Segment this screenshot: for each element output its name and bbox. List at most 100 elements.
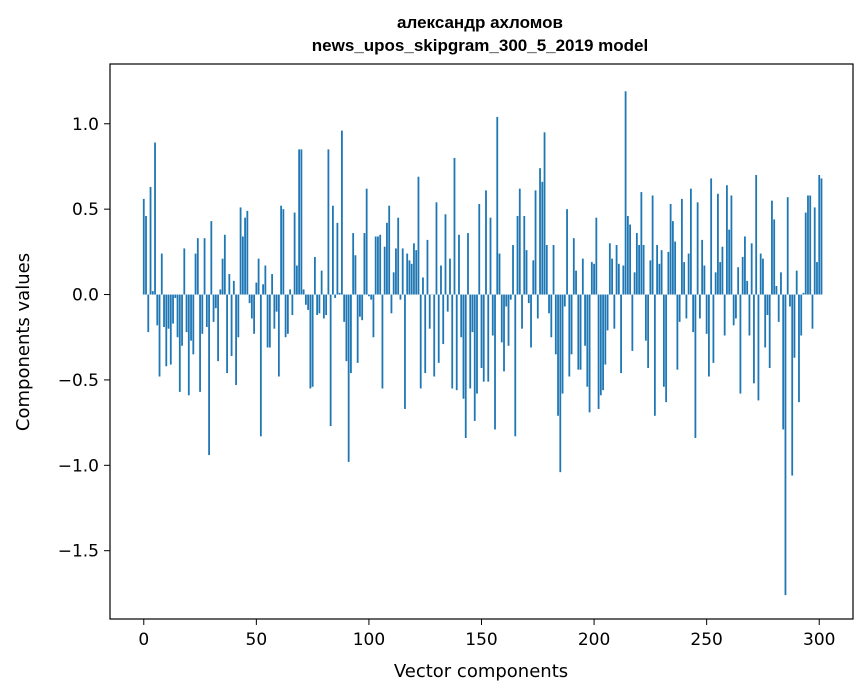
x-tick-label: 250 — [690, 630, 722, 650]
bar-146 — [471, 294, 474, 333]
y-tick-label: 0.0 — [72, 286, 99, 306]
bar-100 — [368, 294, 370, 297]
bar-110 — [390, 294, 393, 314]
bar-289 — [793, 294, 796, 358]
bar-185 — [559, 294, 562, 473]
bar-61 — [280, 205, 283, 295]
bar-240 — [683, 262, 686, 295]
bar-279 — [771, 200, 773, 295]
bar-138 — [453, 157, 456, 295]
chart-title-line1: александр ахломов — [397, 13, 563, 32]
bar-290 — [795, 270, 798, 295]
bar-67 — [293, 212, 296, 295]
bar-273 — [757, 294, 760, 401]
bar-211 — [617, 263, 620, 295]
bar-278 — [768, 294, 771, 368]
bar-259 — [726, 185, 728, 295]
bar-74 — [309, 294, 312, 389]
bar-1 — [145, 215, 147, 295]
bar-96 — [359, 294, 361, 317]
bar-283 — [780, 272, 782, 295]
bar-275 — [762, 258, 764, 295]
bar-226 — [651, 195, 654, 295]
bar-48 — [250, 294, 253, 319]
bar-266 — [741, 256, 744, 295]
bar-193 — [577, 294, 580, 370]
bar-137 — [451, 294, 454, 389]
bar-300 — [818, 175, 821, 295]
bar-209 — [613, 294, 616, 329]
bar-16 — [178, 294, 181, 392]
bar-43 — [239, 207, 242, 295]
bar-105 — [379, 234, 382, 295]
bar-288 — [791, 294, 794, 476]
bar-103 — [374, 236, 377, 295]
bar-25 — [199, 294, 201, 392]
bar-42 — [237, 294, 240, 338]
bar-244 — [692, 294, 695, 333]
bar-26 — [201, 294, 204, 334]
bar-191 — [572, 238, 575, 295]
bar-73 — [307, 294, 310, 310]
bar-78 — [318, 294, 321, 314]
bar-162 — [507, 294, 510, 346]
bar-131 — [437, 294, 440, 363]
bar-221 — [640, 192, 643, 295]
bar-6 — [156, 294, 159, 326]
bar-166 — [516, 215, 519, 295]
bar-234 — [669, 204, 672, 295]
bar-291 — [798, 294, 800, 403]
bar-142 — [462, 294, 465, 399]
bar-245 — [694, 294, 697, 438]
bar-154 — [489, 217, 492, 295]
bar-189 — [568, 294, 571, 377]
bar-156 — [494, 294, 496, 430]
bar-136 — [449, 258, 451, 295]
bar-10 — [165, 294, 168, 367]
x-tick-label: 300 — [803, 630, 835, 650]
bar-82 — [327, 149, 330, 295]
bar-140 — [458, 234, 460, 295]
bar-47 — [248, 294, 251, 304]
bar-175 — [536, 294, 539, 319]
bar-271 — [753, 294, 755, 384]
bar-119 — [410, 263, 413, 295]
bar-144 — [467, 233, 469, 295]
bar-40 — [232, 280, 235, 295]
bar-296 — [809, 195, 812, 295]
bar-178 — [543, 132, 546, 295]
bar-282 — [777, 294, 780, 322]
bar-261 — [730, 195, 733, 295]
bar-54 — [264, 265, 267, 295]
bar-36 — [223, 234, 226, 295]
bar-122 — [417, 176, 420, 295]
bar-168 — [521, 294, 523, 329]
bar-267 — [744, 236, 746, 295]
bar-294 — [804, 212, 807, 295]
bar-167 — [518, 188, 521, 295]
bar-179 — [545, 245, 548, 295]
bar-143 — [464, 294, 467, 438]
bar-60 — [277, 294, 280, 377]
bar-101 — [370, 294, 373, 300]
bar-287 — [789, 294, 791, 307]
bar-208 — [611, 258, 613, 295]
y-tick-label: 1.0 — [72, 115, 99, 135]
bar-183 — [554, 294, 557, 355]
bar-236 — [674, 241, 677, 295]
bar-57 — [271, 274, 274, 295]
bar-225 — [649, 260, 652, 295]
bar-22 — [192, 294, 195, 355]
bar-286 — [786, 197, 789, 295]
bar-126 — [426, 239, 429, 295]
bar-148 — [476, 294, 478, 394]
bar-241 — [685, 294, 688, 319]
bar-284 — [782, 294, 785, 430]
bar-256 — [719, 262, 722, 295]
bar-254 — [714, 272, 717, 295]
x-axis-ticks: 0 50 100 150 200 250 300 — [138, 619, 835, 650]
bar-190 — [570, 294, 573, 355]
bar-228 — [656, 245, 659, 295]
bar-87 — [338, 292, 341, 295]
bar-222 — [642, 245, 645, 295]
